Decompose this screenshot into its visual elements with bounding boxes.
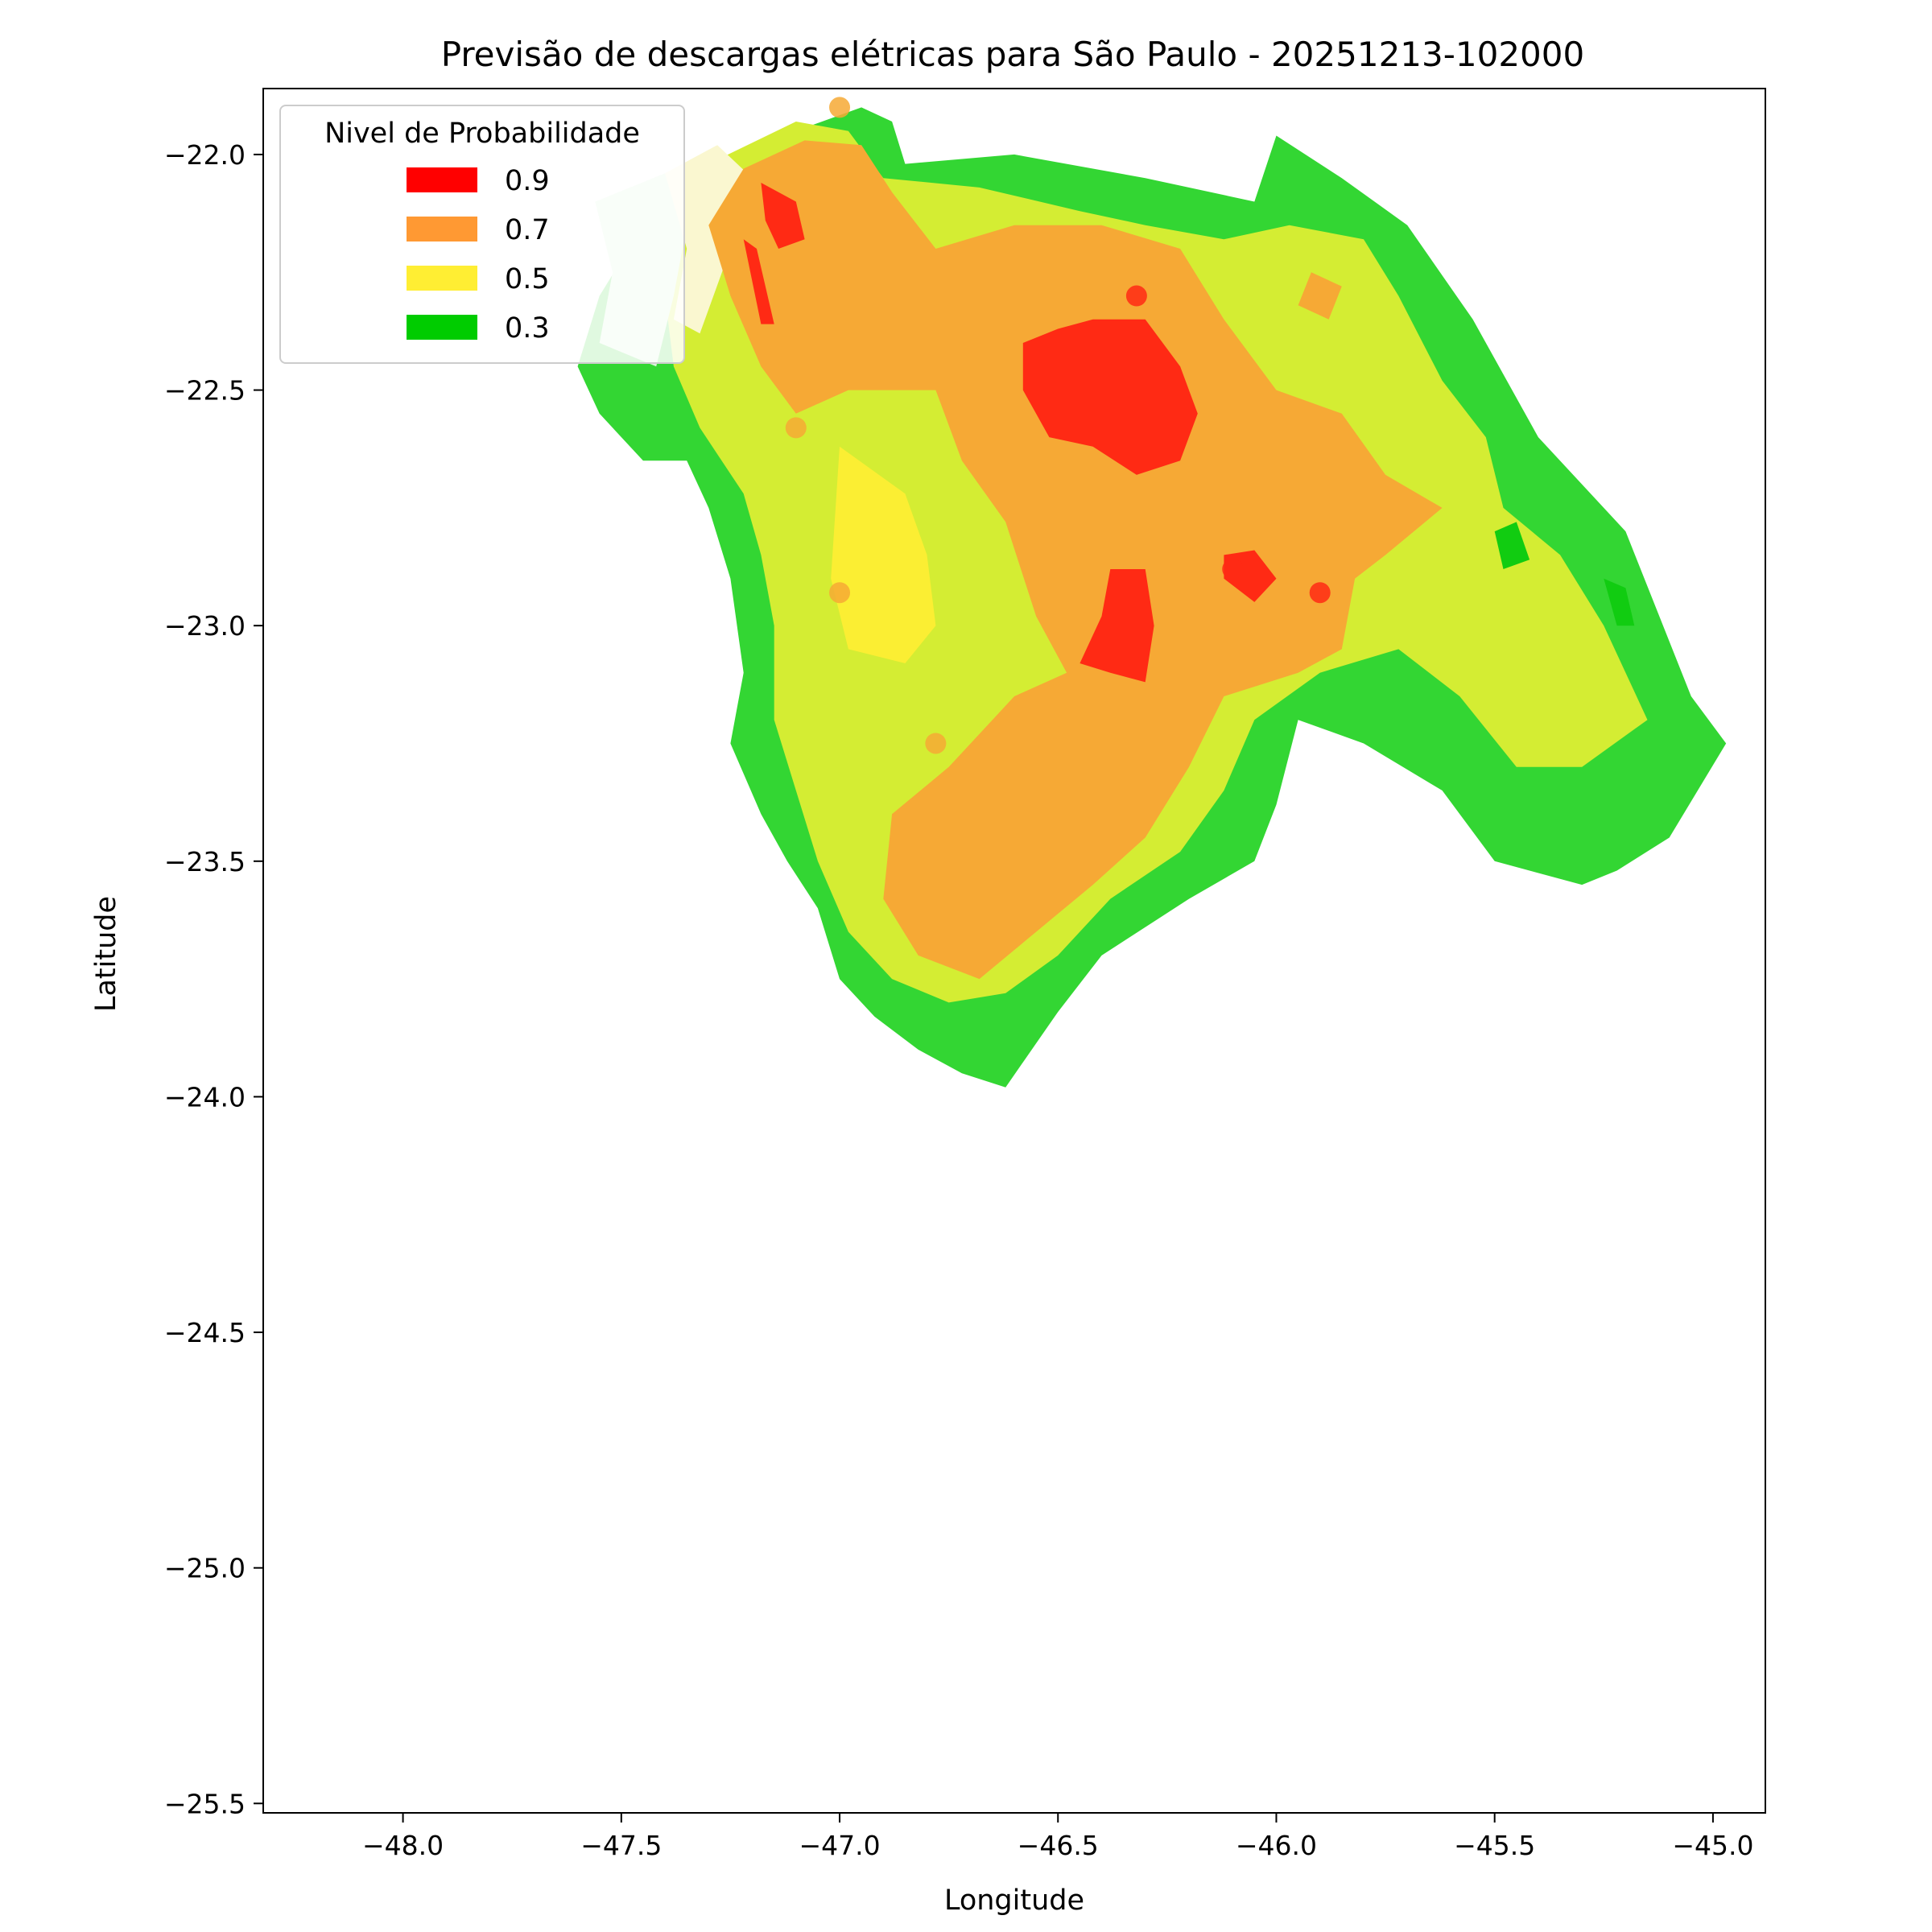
x-tick-label: −48.0 <box>362 1830 444 1861</box>
y-tick-label: −24.0 <box>164 1081 246 1113</box>
region-level-0-3-13 <box>1604 578 1635 626</box>
chart-title: Previsão de descargas elétricas para São… <box>441 35 1584 74</box>
lightning-point-5 <box>829 582 851 604</box>
probability-regions <box>577 107 1727 1088</box>
x-tick-label: −45.0 <box>1672 1830 1753 1861</box>
region-level-0-7-6 <box>1298 272 1342 320</box>
legend-label-0-9: 0.9 <box>505 165 550 197</box>
legend-label-0-3: 0.3 <box>505 312 550 345</box>
x-tick-label: −46.5 <box>1018 1830 1099 1861</box>
lightning-point-1 <box>1222 558 1244 580</box>
y-tick-label: −23.5 <box>164 846 246 877</box>
lightning-point-2 <box>1309 582 1331 604</box>
legend-swatch-0-3 <box>407 315 477 340</box>
lightning-point-3 <box>829 97 851 118</box>
y-tick-label: −23.0 <box>164 610 246 642</box>
y-tick-label: −22.5 <box>164 375 246 407</box>
legend-title: Nivel de Probabilidade <box>324 118 640 150</box>
region-level-0-7-5 <box>708 140 1443 980</box>
x-axis-label: Longitude <box>944 1885 1084 1917</box>
legend-swatch-0-5 <box>407 266 477 291</box>
legend-box <box>279 105 685 364</box>
lightning-point-0 <box>1125 285 1147 307</box>
x-tick-label: −46.0 <box>1236 1830 1317 1861</box>
x-axis: −48.0 −47.5 −47.0 −46.5 −46.0 −45.5 −45.0 <box>362 1813 1753 1861</box>
plot-frame <box>262 88 1766 1814</box>
region-level-0-9-7 <box>1022 319 1198 475</box>
region-level-0-9-11 <box>743 239 774 324</box>
legend-label-0-5: 0.5 <box>505 263 550 295</box>
legend-swatch-0-9 <box>407 167 477 192</box>
x-tick-label: −47.0 <box>799 1830 880 1861</box>
y-axis-label: Latitude <box>90 896 122 1012</box>
y-tick-label: −24.5 <box>164 1317 246 1348</box>
x-tick-label: −47.5 <box>580 1830 662 1861</box>
legend: Nivel de Probabilidade 0.9 0.7 0.5 0.3 <box>279 105 685 364</box>
y-tick-label: −25.0 <box>164 1553 246 1584</box>
legend-label-0-7: 0.7 <box>505 214 550 246</box>
lightning-point-4 <box>785 417 807 439</box>
region-level-0-9-8 <box>1080 569 1154 683</box>
y-tick-label: −22.0 <box>164 139 246 171</box>
region-level-0-9-10 <box>761 183 805 249</box>
x-tick-label: −45.5 <box>1454 1830 1535 1861</box>
region-level-0-5-4 <box>831 446 936 663</box>
y-tick-label: −25.5 <box>164 1788 246 1819</box>
region-level-0-3-12 <box>1494 522 1530 569</box>
lightning-point-6 <box>925 733 947 754</box>
y-axis: −22.0 −22.5 −23.0 −23.5 −24.0 −24.5 −25.0 −25.5 <box>164 139 263 1819</box>
lightning-points <box>785 97 1331 754</box>
legend-swatch-0-7 <box>407 217 477 242</box>
